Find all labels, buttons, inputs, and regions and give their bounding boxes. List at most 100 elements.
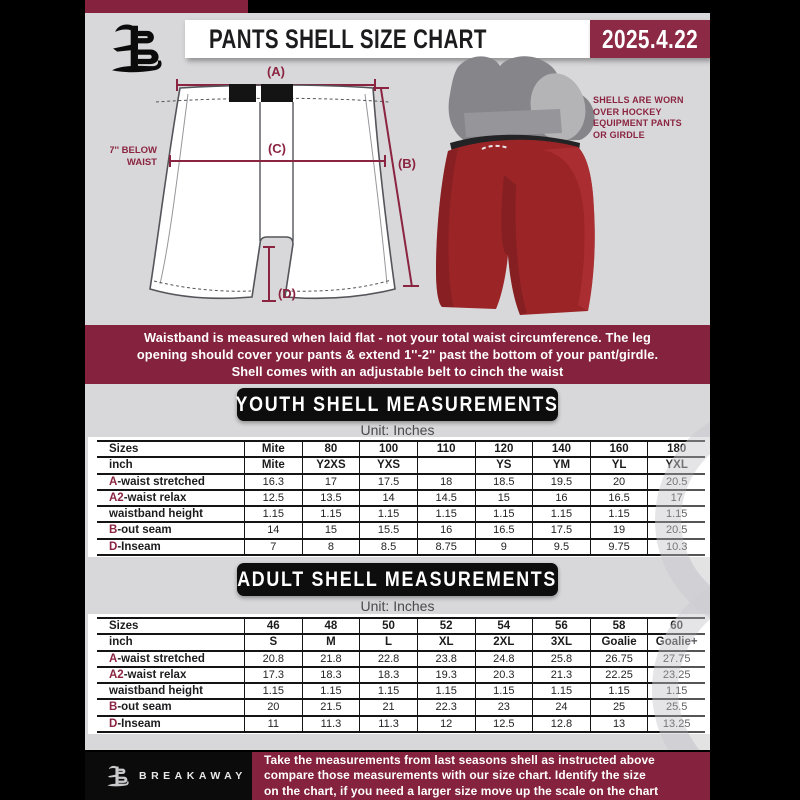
row-label: A-waist stretched: [109, 652, 205, 665]
row-label: B-out seam: [109, 524, 172, 537]
table-cell: 54: [474, 619, 533, 634]
table-cell: 12.5: [474, 716, 533, 732]
table-cell: 100: [359, 442, 417, 457]
table-cell: 8.5: [359, 539, 417, 555]
table-cell: 13.25: [647, 716, 705, 732]
table-cell: 1.15: [589, 507, 648, 522]
table-row: A2-waist relax 12.5 13.5 14 14.5 15 16 16.5 17: [97, 490, 705, 508]
page-title-box: PANTS SHELL SIZE CHART: [185, 20, 590, 58]
row-label: A-waist stretched: [109, 475, 205, 488]
date-badge: 2025.4.22: [590, 20, 710, 58]
breakaway-footer-logo-icon: [107, 765, 129, 787]
row-label-prefix: B: [109, 701, 118, 714]
table-cell: YXS: [359, 458, 417, 473]
table-cell: 9: [474, 539, 533, 555]
table-cell: XL: [416, 635, 475, 650]
table-cell: 17.5: [532, 523, 590, 538]
table-cell: 16.5: [589, 490, 648, 506]
table-cell: 21.3: [532, 667, 590, 683]
table-cell: Mite: [244, 442, 302, 457]
table-row: A-waist stretched 16.3 17 17.5 18 18.5 19.5 20 2…: [97, 474, 705, 491]
table-cell: M: [301, 635, 360, 650]
table-cell: S: [244, 635, 302, 650]
row-label: waistband height: [109, 508, 203, 521]
measuring-instructions-banner: Waistband is measured when laid flat - n…: [85, 325, 710, 384]
table-row: D-Inseam 11 11.3 11.3 12 12.5 12.8 13 13.25: [97, 716, 705, 734]
adult-size-table: Sizes 46 48 50 52 54 56 58 60 inch S M L XL 2XL 3XL Goal…: [88, 614, 710, 734]
table-cell: 21.8: [301, 651, 360, 666]
table-cell: 15: [474, 490, 533, 506]
top-accent-strip: [85, 0, 248, 13]
table-cell: 17.3: [244, 667, 302, 683]
table-cell: 26.75: [589, 651, 648, 666]
measure-a-label: (A): [267, 64, 285, 79]
table-cell: 25.5: [647, 700, 705, 715]
table-cell: 15.5: [359, 523, 417, 538]
table-cell: YS: [474, 458, 533, 473]
row-label: B-out seam: [109, 701, 172, 714]
adult-heading-text: ADULT SHELL MEASUREMENTS: [237, 567, 558, 591]
row-label: D-Inseam: [109, 540, 161, 553]
table-cell: 27.75: [647, 651, 705, 666]
photo-caption-line: EQUIPMENT PANTS: [593, 118, 682, 128]
table-cell: 1.15: [301, 507, 360, 522]
table-row: Sizes 46 48 50 52 54 56 58 60: [97, 619, 705, 636]
table-cell: 11.3: [359, 716, 417, 732]
table-cell: 1.15: [244, 507, 302, 522]
table-cell: 16.3: [244, 474, 302, 489]
youth-unit-label: Unit: Inches: [360, 422, 435, 438]
table-cell: Goalie: [589, 635, 648, 650]
page-title: PANTS SHELL SIZE CHART: [209, 23, 487, 54]
table-cell: 12.5: [244, 490, 302, 506]
table-cell: 1.15: [589, 684, 648, 699]
table-cell: 60: [647, 619, 705, 634]
table-cell: 48: [301, 619, 360, 634]
table-cell: 1.15: [532, 507, 590, 522]
table-cell: YXL: [647, 458, 705, 473]
footer-line: compare those measurements with our size…: [264, 768, 646, 783]
table-cell: 10.3: [647, 539, 705, 555]
measure-d-label: (D): [278, 286, 296, 301]
table-cell: 12.8: [532, 716, 590, 732]
table-cell: 1.15: [532, 684, 590, 699]
photo-caption-line: OVER HOCKEY: [593, 106, 662, 117]
table-cell: 12: [416, 716, 475, 732]
row-label: waistband height: [109, 685, 203, 698]
shell-highlight: [542, 147, 595, 311]
row-label: Sizes: [109, 443, 139, 455]
photo-caption-line: OR GIRDLE: [593, 129, 645, 140]
table-row: inch Mite Y2XS YXS YS YM YL YXL: [97, 458, 705, 475]
row-label: D-Inseam: [109, 717, 161, 730]
adult-section-heading: ADULT SHELL MEASUREMENTS: [237, 563, 558, 596]
table-cell: 14: [244, 523, 302, 538]
row-label: inch: [109, 636, 133, 649]
table-row: B-out seam 14 15 15.5 16 16.5 17.5 19 20.5: [97, 523, 705, 540]
footer-instructions: Take the measurements from last seasons …: [252, 752, 710, 800]
shell-measurement-diagram: (A) (C) (B) (D) 7'' BELOW WAIST: [110, 64, 419, 302]
footer-line: Take the measurements from last seasons …: [264, 752, 655, 767]
table-cell: 8: [301, 539, 360, 555]
table-cell: 24.8: [474, 651, 533, 666]
photo-caption: SHELLS ARE WORN OVER HOCKEY EQUIPMENT PA…: [593, 95, 710, 141]
table-cell: 1.15: [301, 684, 360, 699]
table-cell: 18.3: [301, 667, 360, 683]
table-cell: 56: [532, 619, 590, 634]
table-cell: 25: [589, 700, 648, 715]
table-row: Sizes Mite 80 100 110 120 140 160 180: [97, 442, 705, 459]
table-cell: 20: [244, 700, 302, 715]
breakaway-logo-icon: [112, 24, 162, 73]
table-cell: 7: [244, 539, 302, 555]
table-cell: 1.15: [647, 684, 705, 699]
table-cell: 21: [359, 700, 417, 715]
table-cell: 16: [416, 523, 475, 538]
table-row: waistband height 1.15 1.15 1.15 1.15 1.15 1.15…: [97, 684, 705, 701]
table-cell: 18: [416, 474, 475, 489]
shell-shadow-left: [436, 149, 458, 307]
table-cell: 22.25: [589, 667, 648, 683]
table-cell: 1.15: [416, 684, 475, 699]
table-cell: 14.5: [416, 490, 475, 506]
table-cell: YL: [589, 458, 648, 473]
table-cell: 16.5: [474, 523, 533, 538]
table-cell: 1.15: [244, 684, 302, 699]
table-cell: 23.8: [416, 651, 475, 666]
